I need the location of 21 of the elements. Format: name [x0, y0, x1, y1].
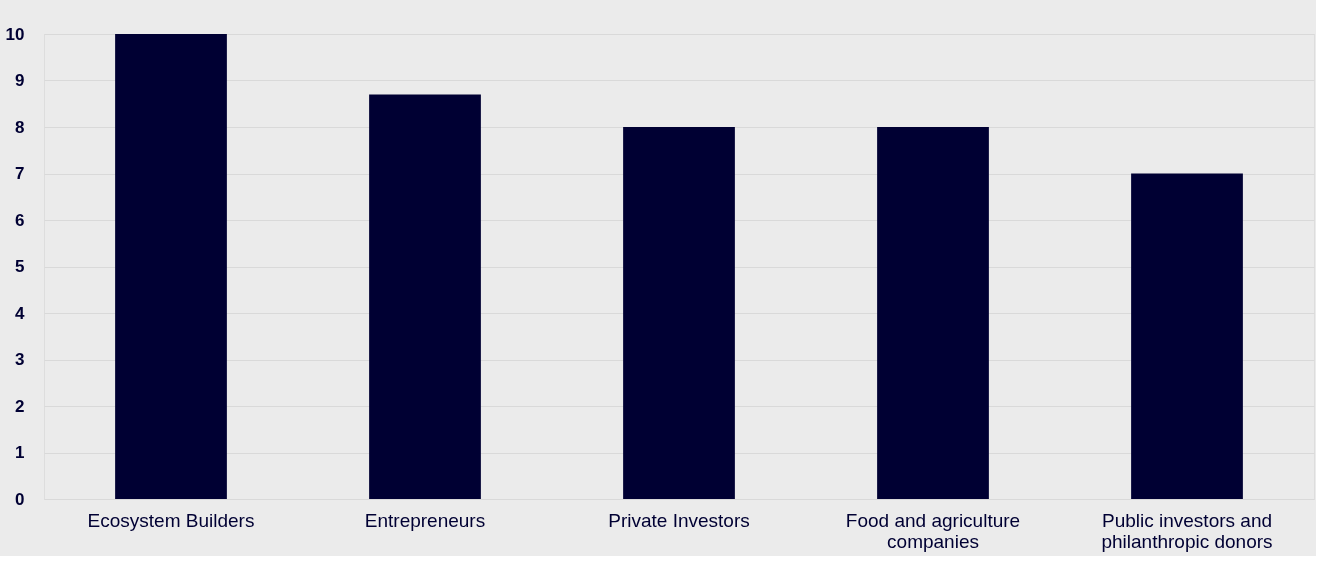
- y-tick-label: 5: [15, 257, 25, 276]
- bar: [877, 127, 989, 499]
- y-tick-label: 6: [15, 210, 25, 230]
- y-tick-label: 7: [15, 164, 25, 183]
- x-tick-label: Private Investors: [608, 509, 750, 531]
- y-tick-label: 8: [15, 117, 25, 137]
- y-tick-label: 2: [15, 396, 25, 416]
- bar: [369, 94, 481, 499]
- y-tick-label: 0: [15, 489, 25, 509]
- x-tick-label: Food and agriculture companies: [845, 509, 1021, 552]
- x-tick-label: Entrepreneurs: [364, 509, 486, 531]
- x-tick-label: Public investors and philanthropic donors: [1101, 509, 1273, 552]
- bar: [115, 34, 227, 499]
- y-tick-label: 3: [15, 350, 25, 369]
- y-tick-label: 10: [5, 24, 25, 44]
- y-tick-label: 4: [15, 303, 26, 323]
- bar: [623, 127, 735, 499]
- x-tick-label: Ecosystem Builders: [87, 509, 255, 531]
- y-tick-label: 9: [15, 71, 25, 90]
- y-tick-label: 1: [15, 443, 25, 462]
- bar: [1131, 173, 1243, 499]
